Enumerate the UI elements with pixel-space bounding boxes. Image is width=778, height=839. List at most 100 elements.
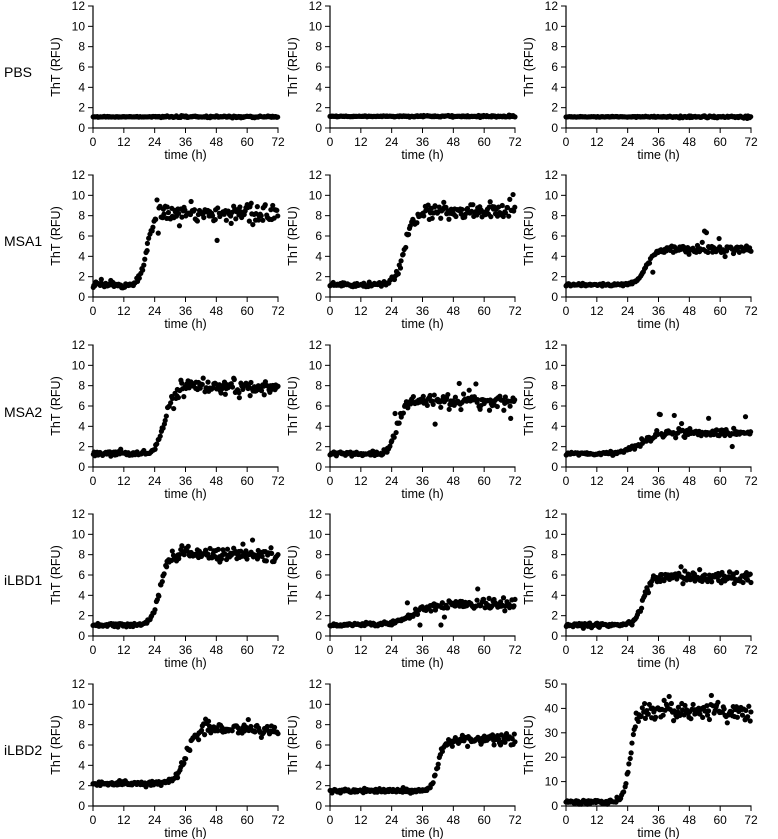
x-tick-label: 24 (385, 135, 399, 149)
data-point (175, 394, 182, 401)
data-point (623, 781, 629, 787)
x-tick-label: 48 (683, 813, 697, 827)
x-tick-label: 24 (385, 474, 399, 488)
y-tick-label: 8 (78, 379, 85, 393)
y-axis-title: ThT (RFU) (49, 206, 63, 266)
data-point (275, 552, 281, 558)
data-point (407, 223, 413, 229)
x-tick-label: 12 (117, 474, 131, 488)
y-tick-label: 12 (72, 507, 86, 521)
data-point (716, 235, 722, 242)
x-tick-label: 24 (148, 135, 162, 149)
y-tick-label: 6 (551, 60, 558, 74)
data-point (639, 605, 645, 611)
data-point (260, 217, 266, 223)
data-point (168, 400, 174, 406)
y-tick-label: 12 (72, 677, 86, 691)
x-axis-title: time (h) (401, 317, 443, 331)
y-tick-label: 12 (545, 0, 559, 13)
data-point (682, 434, 688, 440)
y-tick-label: 2 (315, 779, 322, 793)
data-point (429, 215, 435, 221)
data-point (508, 415, 514, 421)
data-point (200, 375, 206, 381)
y-tick-label: 8 (315, 209, 322, 223)
data-series (327, 112, 518, 121)
x-tick-label: 48 (210, 474, 224, 488)
x-tick-label: 12 (117, 304, 131, 318)
x-tick-label: 12 (590, 304, 604, 318)
y-tick-label: 0 (551, 799, 558, 813)
data-point (748, 114, 754, 120)
panel-ilbd2-3: 0 10 20 30 40 50 0 12 24 36 48 60 72 time (h) ThT (RFU… (522, 677, 758, 839)
data-point (198, 727, 205, 734)
x-tick-label: 24 (621, 813, 635, 827)
data-point (244, 556, 250, 562)
y-tick-label: 8 (78, 548, 85, 562)
y-tick-label: 12 (309, 338, 323, 352)
data-point (668, 700, 674, 707)
x-axis-title: time (h) (401, 656, 443, 670)
y-axis-title: ThT (RFU) (522, 545, 536, 605)
data-point (264, 723, 270, 730)
data-point (632, 724, 638, 730)
data-point (392, 410, 398, 417)
x-axis-title: time (h) (637, 656, 679, 670)
data-point (155, 230, 161, 236)
x-tick-label: 60 (240, 304, 254, 318)
y-tick-label: 40 (545, 701, 559, 715)
data-point (671, 718, 677, 724)
y-axis-title: ThT (RFU) (522, 715, 536, 775)
data-point (161, 211, 167, 217)
y-tick-label: 8 (551, 548, 558, 562)
data-point (686, 251, 692, 257)
data-point (645, 711, 651, 717)
x-tick-label: 48 (683, 304, 697, 318)
y-tick-label: 0 (78, 799, 85, 813)
y-tick-label: 12 (72, 0, 86, 13)
data-point (642, 700, 648, 707)
data-point (628, 750, 634, 756)
data-point (146, 235, 152, 241)
data-point (387, 443, 393, 449)
x-tick-label: 0 (563, 643, 570, 657)
data-point (722, 253, 728, 260)
y-tick-label: 4 (551, 419, 558, 433)
data-point (465, 743, 471, 749)
row-label-pbs: PBS (4, 64, 32, 80)
data-point (176, 210, 182, 217)
data-point (159, 579, 165, 585)
x-tick-label: 24 (385, 643, 399, 657)
x-tick-label: 24 (148, 474, 162, 488)
data-point (144, 248, 150, 254)
y-tick-label: 12 (72, 338, 86, 352)
data-point (179, 380, 185, 386)
x-tick-label: 48 (683, 643, 697, 657)
data-point (675, 704, 682, 710)
data-point (231, 376, 237, 383)
data-point (468, 208, 475, 214)
data-point (666, 693, 672, 700)
data-point (729, 443, 735, 450)
data-point (682, 702, 688, 709)
x-tick-label: 72 (508, 304, 522, 318)
data-point (470, 202, 476, 208)
data-point (657, 411, 663, 418)
x-tick-label: 0 (90, 474, 97, 488)
row-label-msa2: MSA2 (4, 404, 42, 420)
data-point (209, 213, 216, 219)
y-tick-label: 8 (78, 209, 85, 223)
x-tick-label: 60 (477, 135, 491, 149)
data-point (141, 262, 147, 268)
y-tick-label: 10 (72, 19, 86, 33)
data-point (427, 392, 433, 399)
data-point (432, 421, 438, 427)
data-point (405, 231, 412, 238)
data-point (270, 202, 276, 209)
y-tick-label: 2 (78, 609, 85, 623)
y-tick-label: 10 (72, 188, 86, 202)
